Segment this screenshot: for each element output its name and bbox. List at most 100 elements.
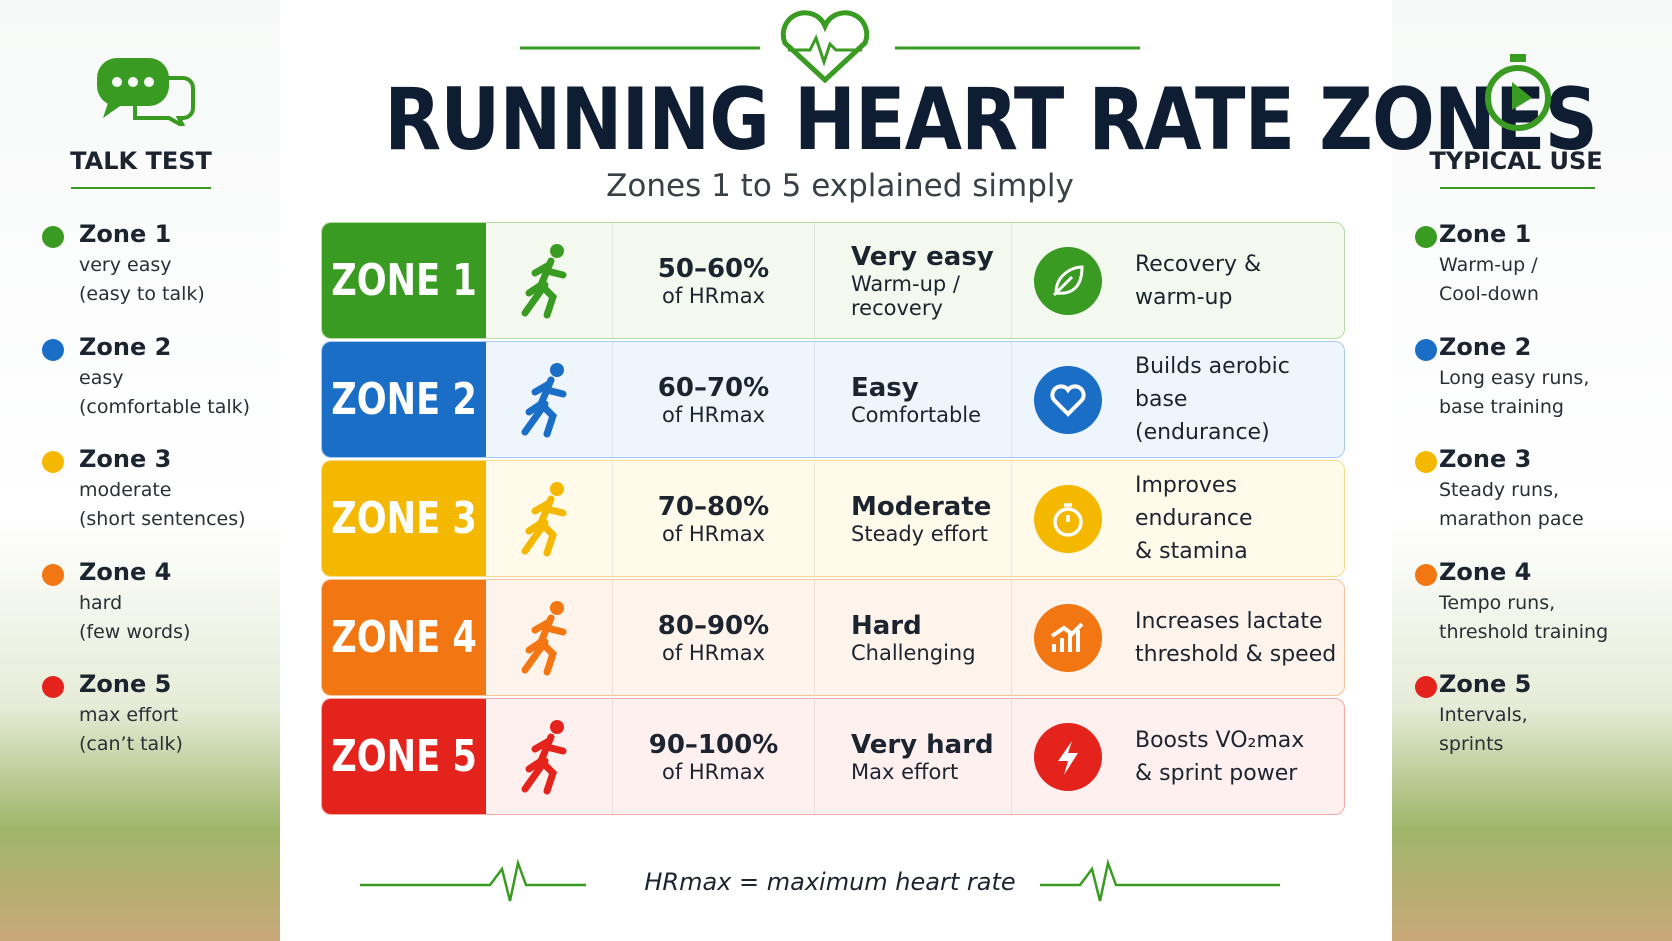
zone-dot (42, 676, 64, 698)
runner-icon (486, 461, 612, 576)
zone-dot (42, 563, 64, 586)
zone-label-text: ZONE 1 (331, 255, 477, 306)
hr-range: 80–90% (657, 610, 770, 641)
intensity: Hard (851, 610, 922, 641)
zone-desc: base training (1439, 395, 1564, 418)
zone-desc: (comfortable talk) (79, 395, 251, 418)
zone-dot (1415, 226, 1437, 248)
zone-desc: Intervals, (1439, 704, 1528, 726)
zone-dot (42, 451, 64, 473)
effort: Max effort (851, 759, 959, 784)
use-cell: Builds aerobic base (endurance) (1011, 342, 1344, 457)
hr-unit: of HRmax (661, 759, 766, 784)
zone-desc: Cool-down (1439, 283, 1539, 305)
hr-range: 70–80% (657, 491, 770, 522)
use-text: Increases lactate (1135, 608, 1323, 634)
zone-row: ZONE 5 90–100% of HRmax Very hard Max effort… (321, 698, 1345, 815)
use-text: Improves endurance (1135, 473, 1253, 531)
divider (71, 187, 211, 189)
subtitle: Zones 1 to 5 explained simply (606, 168, 1074, 204)
title: RUNNING HEART RATE ZONES (384, 70, 1598, 170)
typical-use-title: TYPICAL USE (1429, 147, 1603, 175)
zone-dot (1415, 451, 1437, 473)
zone-name: Zone 3 (1439, 445, 1532, 473)
zone-desc: Warm-up / (1439, 254, 1538, 276)
zone-name: Zone 1 (79, 220, 172, 248)
intensity: Moderate (851, 491, 992, 522)
intensity: Easy (851, 372, 919, 403)
use-cell: Improves endurance & stamina (1011, 461, 1344, 576)
zone-desc: threshold training (1439, 620, 1609, 643)
right-panel (1392, 0, 1672, 941)
zone-dot (1415, 676, 1437, 698)
runner-icon (486, 699, 612, 814)
zone-label-text: ZONE 5 (331, 731, 477, 782)
zone-desc: (easy to talk) (79, 283, 205, 305)
zone-dot (42, 338, 64, 361)
use-icon (1034, 247, 1102, 315)
zone-name: Zone 4 (79, 557, 172, 586)
zone-label-text: ZONE 3 (331, 493, 477, 544)
hr-range: 50–60% (657, 253, 770, 284)
range-cell: 90–100% of HRmax (612, 699, 814, 814)
zone-desc: easy (79, 366, 124, 389)
use-icon (1034, 723, 1102, 791)
zone-label: ZONE 4 (322, 580, 486, 695)
zone-row: ZONE 3 70–80% of HRmax Moderate Steady effor… (321, 460, 1345, 577)
use-icon (1034, 485, 1102, 553)
use-cell: Recovery & warm-up (1011, 223, 1344, 338)
zone-desc: (short sentences) (79, 508, 246, 530)
intensity-cell: Easy Comfortable (814, 342, 1011, 457)
zone-name: Zone 5 (1439, 670, 1532, 698)
use-icon (1034, 604, 1102, 672)
zone-desc: marathon pace (1439, 508, 1584, 530)
use-cell: Boosts VO₂max & sprint power (1011, 699, 1344, 814)
zone-desc: very easy (79, 254, 172, 276)
hr-unit: of HRmax (661, 283, 766, 308)
use-text: warm-up (1135, 284, 1233, 310)
zone-desc: Steady runs, (1439, 479, 1560, 501)
use-text: Recovery & (1135, 251, 1262, 277)
effort: Comfortable (851, 402, 982, 427)
zone-desc: Long easy runs, (1439, 366, 1590, 389)
zone-label: ZONE 5 (322, 699, 486, 814)
intensity-cell: Moderate Steady effort (814, 461, 1011, 576)
effort: recovery (851, 295, 943, 320)
zone-desc: (can’t talk) (79, 733, 183, 755)
zone-row: ZONE 2 60–70% of HRmax Easy Comfortable Build… (321, 341, 1345, 458)
intensity: Very easy (851, 241, 994, 272)
range-cell: 60–70% of HRmax (612, 342, 814, 457)
footer-lines (360, 858, 1280, 902)
hr-unit: of HRmax (661, 521, 766, 546)
use-text: (endurance) (1135, 420, 1270, 445)
intensity-cell: Hard Challenging (814, 580, 1011, 695)
use-text: threshold & speed (1135, 641, 1337, 667)
zone-desc: Tempo runs, (1439, 591, 1556, 614)
use-text: Boosts VO₂max (1135, 727, 1305, 753)
zone-name: Zone 3 (79, 445, 172, 473)
intensity: Very hard (851, 729, 994, 760)
effort: Steady effort (851, 521, 988, 546)
runner-icon (486, 580, 612, 695)
zone-desc: sprints (1439, 733, 1504, 755)
zone-label: ZONE 3 (322, 461, 486, 576)
runner-icon (486, 342, 612, 457)
use-cell: Increases lactate threshold & speed (1011, 580, 1344, 695)
zone-name: Zone 5 (79, 670, 172, 698)
zone-dot (1415, 338, 1437, 361)
hr-unit: of HRmax (661, 402, 766, 427)
range-cell: 80–90% of HRmax (612, 580, 814, 695)
stopwatch-icon (1485, 54, 1551, 131)
effort: Challenging (851, 640, 976, 665)
divider (1440, 187, 1595, 189)
zone-name: Zone 4 (1439, 557, 1532, 586)
zone-desc: max effort (79, 704, 179, 726)
use-text: & stamina (1135, 539, 1248, 564)
zone-desc: (few words) (79, 620, 191, 643)
use-text: Builds aerobic base (1135, 354, 1290, 412)
zone-dot (1415, 563, 1437, 586)
range-cell: 50–60% of HRmax (612, 223, 814, 338)
zone-dot (42, 226, 64, 248)
talk-test-title: TALK TEST (70, 147, 212, 175)
